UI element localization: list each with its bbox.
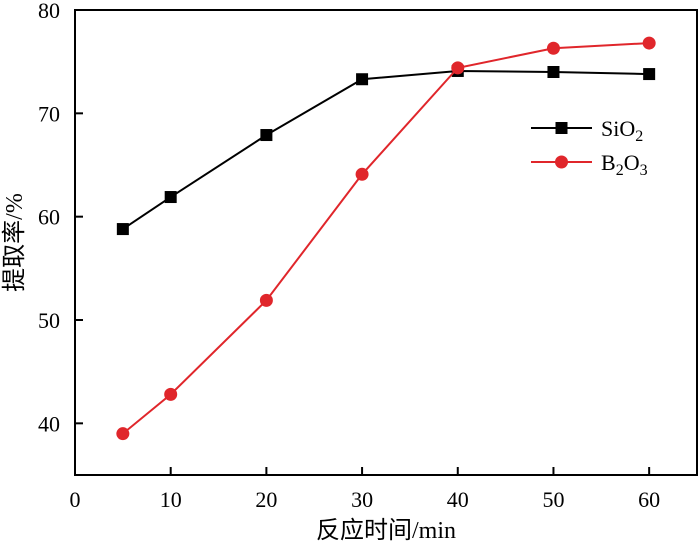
- series-line-sio2: [122, 69, 650, 230]
- data-point-sio2: [260, 129, 273, 142]
- legend-marker-sio2: [555, 122, 568, 134]
- data-point-b2o3: [355, 167, 369, 181]
- x-tick-label: 40: [447, 487, 469, 512]
- series-layer: [116, 36, 656, 441]
- data-point-b2o3: [546, 41, 560, 55]
- x-tick-label: 20: [255, 487, 277, 512]
- y-axis-label: 提取率/%: [1, 193, 28, 292]
- y-tick-label: 40: [38, 411, 60, 436]
- data-point-sio2: [547, 66, 560, 78]
- x-axis-label: 反应时间/min: [316, 517, 456, 544]
- data-point-b2o3: [642, 36, 656, 50]
- axes: 0 10 20 30 40 50 60 40 50 60 70 80: [38, 0, 698, 512]
- legend: SiO2 B2O3: [531, 116, 648, 179]
- x-tick-label: 0: [70, 487, 81, 512]
- y-tick-label: 70: [38, 101, 60, 126]
- x-tick-label: 50: [542, 487, 564, 512]
- y-tick-label: 50: [38, 308, 60, 333]
- data-point-b2o3: [164, 387, 178, 401]
- y-tick-label: 60: [38, 205, 60, 230]
- x-tick-label: 30: [351, 487, 373, 512]
- data-point-sio2: [356, 73, 369, 86]
- y-tick-label: 80: [38, 0, 60, 23]
- data-point-b2o3: [451, 61, 465, 75]
- x-tick-label: 10: [160, 487, 182, 512]
- series-line-b2o3: [122, 42, 650, 435]
- data-point-b2o3: [116, 427, 130, 441]
- legend-label-b2o3: B2O3: [601, 150, 648, 179]
- legend-label-sio2: SiO2: [601, 116, 643, 145]
- plot-frame: [74, 9, 698, 476]
- data-point-sio2: [643, 68, 656, 81]
- data-point-b2o3: [259, 293, 273, 307]
- x-tick-label: 60: [638, 487, 660, 512]
- data-point-sio2: [164, 191, 177, 204]
- legend-marker-b2o3: [555, 155, 568, 169]
- data-point-sio2: [116, 223, 129, 236]
